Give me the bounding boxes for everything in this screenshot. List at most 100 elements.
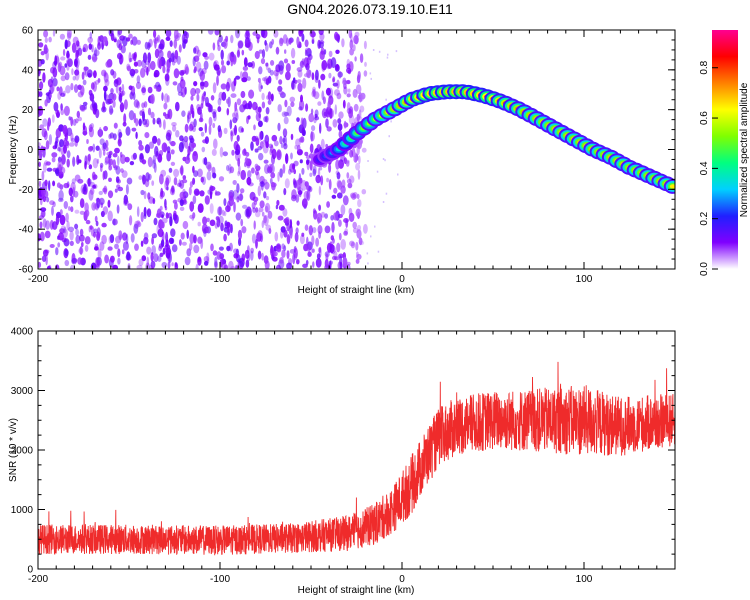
spectrogram-noise-cell: [165, 212, 169, 219]
spectrogram-noise-cell: [352, 44, 356, 52]
spectrogram-noise-cell: [346, 79, 351, 85]
spectrogram-noise-cell: [47, 79, 53, 85]
spectrogram-noise-cell: [237, 171, 241, 177]
spectrogram-noise-cell: [308, 225, 313, 236]
spectrogram-noise-cell: [292, 163, 296, 170]
spectrogram-noise-cell: [204, 55, 210, 60]
spectrogram-noise-cell: [326, 201, 330, 208]
spectrogram-noise-cell: [156, 138, 161, 146]
spectrogram-noise-cell: [341, 38, 345, 48]
spectrogram-noise-cell: [110, 32, 115, 42]
spectrogram-noise-cell: [340, 239, 347, 250]
spectrogram-noise-cell: [259, 181, 265, 187]
spectrogram-noise-cell: [324, 258, 329, 268]
spectrogram-noise-cell: [284, 178, 290, 189]
spectrogram-noise-cell: [294, 79, 298, 84]
spectrogram-noise-cell: [46, 197, 50, 203]
spectrogram-noise-cell: [265, 141, 269, 149]
spectrogram-noise-cell: [386, 56, 389, 59]
spectrogram-noise-cell: [186, 248, 192, 257]
spectrogram-noise-cell: [304, 151, 309, 156]
spectrogram-noise-cell: [188, 135, 194, 141]
spectrogram-noise-cell: [241, 77, 248, 83]
spectrogram-noise-cell: [303, 57, 309, 68]
spectrogram-noise-cell: [355, 241, 359, 251]
spectrogram-noise-cell: [165, 175, 171, 184]
spectrogram-noise-cell: [84, 155, 88, 166]
spectrogram-noise-cell: [84, 244, 89, 252]
spectrogram-noise-cell: [143, 213, 147, 219]
spectrogram-noise-cell: [276, 247, 282, 253]
spectrogram-noise-cell: [311, 35, 315, 44]
y-tick-label: 4000: [11, 327, 34, 338]
spectrogram-noise-cell: [101, 222, 107, 228]
spectrogram-noise-cell: [290, 47, 296, 59]
spectrogram-noise-cell: [71, 258, 77, 265]
spectrogram-noise-cell: [334, 256, 340, 261]
spectrogram-noise-cell: [132, 92, 136, 101]
spectrogram-noise-cell: [148, 141, 155, 149]
spectrogram-noise-cell: [328, 50, 333, 58]
spectrogram-noise-cell: [202, 216, 208, 225]
spectrogram-noise-cell: [127, 203, 133, 211]
spectrogram-noise-cell: [300, 136, 305, 143]
spectrogram-noise-cell: [301, 198, 308, 208]
spectrogram-noise-cell: [97, 78, 101, 83]
spectrogram-noise-cell: [150, 251, 154, 262]
spectrogram-noise-cell: [119, 102, 125, 113]
spectrogram-noise-cell: [208, 104, 213, 113]
spectrogram-noise-cell: [367, 262, 369, 265]
spectrogram-noise-cell: [301, 167, 305, 175]
spectrogram-noise-cell: [278, 37, 284, 47]
spectrogram-noise-cell: [108, 133, 112, 140]
spectrogram-noise-cell: [296, 220, 300, 226]
spectrogram-noise-cell: [308, 113, 315, 123]
spectrogram-noise-cell: [84, 69, 88, 77]
spectrogram-noise-cell: [44, 37, 48, 43]
spectrogram-noise-cell: [159, 193, 164, 200]
spectrogram-noise-cell: [273, 140, 279, 147]
spectrogram-noise-cell: [138, 144, 144, 151]
spectrogram-noise-cell: [68, 187, 74, 197]
spectrogram-noise-cell: [107, 199, 111, 208]
spectrogram-noise-cell: [54, 140, 58, 149]
spectrogram-noise-cell: [109, 234, 115, 244]
spectrogram-noise-cell: [87, 36, 93, 44]
spectrogram-noise-cell: [348, 30, 353, 39]
spectrogram-noise-cell: [104, 79, 110, 87]
spectrogram-noise-cell: [166, 146, 171, 154]
spectrogram-noise-cell: [354, 31, 360, 38]
spectrogram-noise-cell: [230, 223, 233, 234]
spectrogram-noise-cell: [347, 88, 351, 93]
spectrogram-noise-cell: [114, 147, 120, 154]
spectrogram-noise-cell: [174, 262, 178, 268]
spectrogram-noise-cell: [236, 196, 240, 203]
spectrogram-noise-cell: [260, 85, 263, 90]
spectrogram-noise-cell: [221, 65, 227, 74]
spectrogram-noise-cell: [327, 87, 334, 99]
spectrogram-noise-cell: [267, 67, 271, 74]
spectrogram-noise-cell: [270, 144, 274, 154]
spectrogram-noise-cell: [193, 188, 200, 196]
spectrogram-noise-cell: [293, 180, 297, 188]
y-tick-label: 0: [27, 145, 33, 156]
spectrogram-noise-cell: [235, 75, 241, 80]
spectrogram-noise-cell: [108, 105, 114, 115]
spectrogram-noise-cell: [58, 61, 63, 69]
spectrogram-noise-cell: [218, 215, 224, 224]
spectrogram-noise-cell: [357, 199, 362, 208]
spectrogram-noise-cell: [48, 264, 52, 269]
spectrogram-noise-cell: [334, 31, 339, 41]
spectrogram-noise-cell: [82, 122, 86, 131]
spectrogram-noise-cell: [104, 254, 109, 264]
spectrogram-noise-cell: [40, 59, 45, 65]
spectrogram-noise-cell: [82, 43, 89, 53]
spectrogram-noise-cell: [270, 172, 276, 179]
spectrogram-noise-cell: [140, 240, 144, 247]
spectrogram-noise-cell: [189, 214, 194, 219]
spectrogram-noise-cell: [152, 117, 156, 125]
spectrogram-noise-cell: [358, 155, 361, 165]
spectrogram-noise-cell: [74, 209, 80, 214]
spectrogram-noise-cell: [364, 61, 367, 67]
spectrogram-noise-cell: [326, 63, 331, 70]
